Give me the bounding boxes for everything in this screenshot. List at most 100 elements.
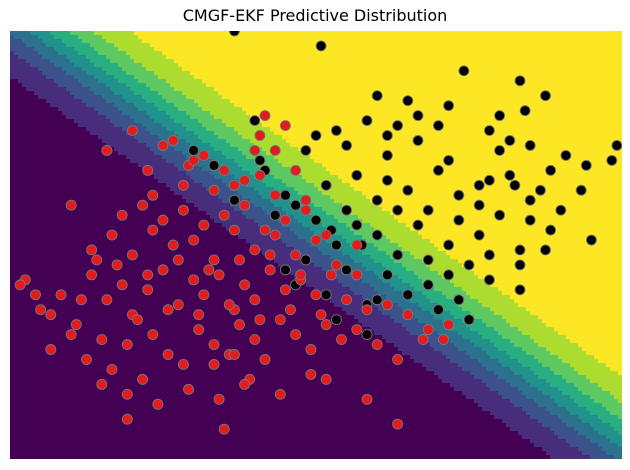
contour-cell (358, 123, 363, 128)
contour-cell (450, 43, 455, 48)
contour-cell (502, 47, 507, 52)
contour-cell (518, 47, 523, 52)
contour-cell (510, 63, 515, 68)
contour-cell (150, 83, 155, 88)
contour-cell (398, 31, 403, 36)
contour-cell (394, 107, 399, 112)
contour-cell (266, 79, 271, 84)
contour-cell (378, 115, 383, 120)
contour-cell (330, 51, 335, 56)
contour-cell (554, 131, 559, 136)
contour-cell (526, 83, 531, 88)
contour-cell (618, 107, 622, 112)
contour-cell (274, 47, 279, 52)
contour-cell (466, 35, 471, 40)
contour-cell (286, 131, 291, 136)
contour-cell (618, 55, 622, 60)
contour-cell (602, 35, 607, 40)
contour-cell (22, 83, 27, 88)
contour-cell (46, 151, 51, 156)
contour-cell (562, 91, 567, 96)
contour-cell (354, 99, 359, 104)
contour-cell (602, 47, 607, 52)
contour-cell (42, 75, 47, 80)
contour-cell (394, 135, 399, 140)
contour-cell (254, 91, 259, 96)
contour-cell (70, 51, 75, 56)
contour-cell (74, 155, 79, 160)
contour-cell (122, 115, 127, 120)
contour-cell (462, 151, 467, 156)
contour-cell (470, 99, 475, 104)
contour-cell (162, 127, 167, 132)
contour-cell (238, 119, 243, 124)
contour-cell (366, 139, 371, 144)
contour-cell (206, 99, 211, 104)
contour-cell (118, 47, 123, 52)
contour-cell (150, 63, 155, 68)
contour-cell (50, 123, 55, 128)
contour-cell (578, 119, 583, 124)
contour-cell (30, 71, 35, 76)
contour-cell (46, 55, 51, 60)
contour-cell (282, 91, 287, 96)
contour-cell (590, 63, 595, 68)
contour-cell (610, 51, 615, 56)
contour-cell (266, 71, 271, 76)
contour-cell (382, 39, 387, 44)
contour-cell (454, 31, 459, 36)
contour-cell (614, 39, 619, 44)
contour-cell (186, 111, 191, 116)
contour-cell (242, 47, 247, 52)
contour-cell (182, 59, 187, 64)
contour-cell (562, 35, 567, 40)
contour-cell (334, 119, 339, 124)
contour-cell (334, 139, 339, 144)
contour-cell (550, 107, 555, 112)
contour-cell (498, 119, 503, 124)
contour-cell (74, 87, 79, 92)
contour-cell (162, 67, 167, 72)
contour-cell (70, 151, 75, 156)
contour-cell (26, 59, 31, 64)
contour-cell (246, 87, 251, 92)
contour-cell (26, 103, 31, 108)
contour-cell (42, 79, 47, 84)
contour-cell (338, 91, 343, 96)
contour-cell (330, 63, 335, 68)
contour-cell (458, 111, 463, 116)
contour-cell (458, 139, 463, 144)
contour-cell (210, 47, 215, 52)
contour-cell (510, 75, 515, 80)
contour-cell (346, 31, 351, 36)
contour-cell (290, 131, 295, 136)
contour-cell (610, 79, 615, 84)
contour-cell (542, 143, 547, 148)
contour-cell (430, 75, 435, 80)
contour-cell (110, 79, 115, 84)
contour-cell (338, 31, 343, 36)
contour-cell (606, 115, 611, 120)
contour-cell (126, 67, 131, 72)
contour-cell (234, 59, 239, 64)
contour-cell (542, 131, 547, 136)
contour-cell (610, 75, 615, 80)
contour-cell (478, 143, 483, 148)
contour-cell (122, 83, 127, 88)
contour-cell (38, 63, 43, 68)
contour-cell (250, 155, 255, 160)
contour-cell (590, 75, 595, 80)
contour-cell (34, 119, 39, 124)
contour-cell (586, 115, 591, 120)
contour-cell (618, 95, 622, 100)
contour-cell (586, 155, 591, 160)
contour-cell (234, 103, 239, 108)
contour-cell (186, 123, 191, 128)
contour-cell (254, 95, 259, 100)
contour-cell (618, 43, 622, 48)
contour-cell (594, 79, 599, 84)
contour-cell (26, 75, 31, 80)
contour-cell (46, 75, 51, 80)
contour-cell (298, 131, 303, 136)
contour-cell (78, 115, 83, 120)
